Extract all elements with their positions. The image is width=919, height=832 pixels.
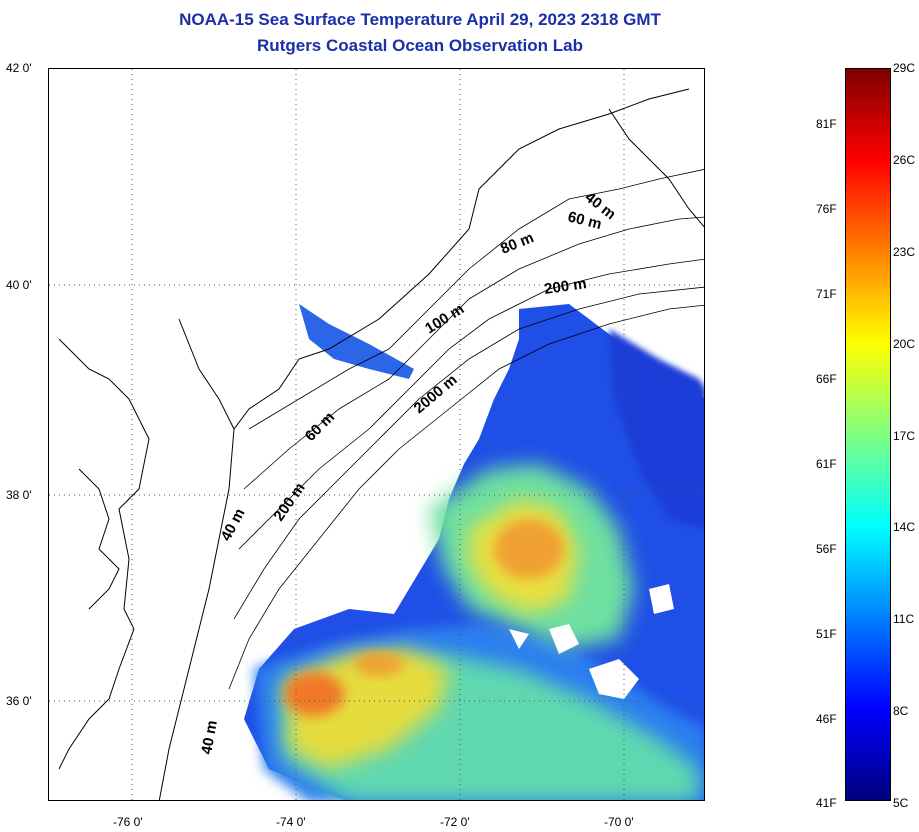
sst-nearshore-plume (299, 304, 414, 379)
colorbar-label-14c: 14C (893, 520, 916, 534)
depth-label-80m: 80 m (498, 229, 536, 258)
depth-label-2000m: 2000 m (411, 371, 461, 417)
depth-label-200m-north: 200 m (543, 275, 587, 298)
lon-label-70: -70 0' (604, 815, 634, 829)
lon-label-74: -74 0' (276, 815, 306, 829)
lat-label-38: 38 0' (6, 488, 32, 502)
colorbar-label-11c: 11C (893, 612, 915, 626)
colorbar-label-51f: 51F (816, 627, 837, 641)
map-title: NOAA-15 Sea Surface Temperature April 29… (179, 10, 661, 29)
lon-label-76: -76 0' (113, 815, 143, 829)
colorbar-label-8c: 8C (893, 704, 909, 718)
temperature-colorbar (845, 68, 891, 801)
map-canvas: 40 m 60 m 80 m 200 m 100 m 2000 m 60 m 2… (49, 69, 704, 800)
lat-lon-grid (49, 69, 704, 800)
colorbar-label-46f: 46F (816, 712, 837, 726)
colorbar-label-81f: 81F (816, 117, 837, 131)
lon-label-72: -72 0' (440, 815, 470, 829)
sst-map: 40 m 60 m 80 m 200 m 100 m 2000 m 60 m 2… (48, 68, 705, 801)
colorbar-label-17c: 17C (893, 429, 916, 443)
coastline (58, 88, 704, 800)
sst-blue-east (609, 329, 704, 529)
colorbar-label-5c: 5C (893, 796, 909, 810)
sst-raster (244, 304, 704, 800)
colorbar-label-71f: 71F (816, 287, 837, 301)
sst-warm-spot-south (354, 652, 404, 676)
depth-label-100m: 100 m (422, 300, 467, 337)
colorbar-label-41f: 41F (816, 796, 837, 810)
colorbar-label-56f: 56F (816, 542, 837, 556)
sst-warm-core-north (494, 519, 564, 579)
colorbar-label-61f: 61F (816, 457, 837, 471)
colorbar-label-20c: 20C (893, 337, 916, 351)
colorbar-label-26c: 26C (893, 153, 916, 167)
colorbar-label-23c: 23C (893, 245, 916, 259)
map-subtitle: Rutgers Coastal Ocean Observation Lab (257, 36, 583, 55)
lat-label-42: 42 0' (6, 61, 32, 75)
colorbar-label-76f: 76F (816, 202, 837, 216)
lat-label-40: 40 0' (6, 278, 32, 292)
colorbar-label-29c: 29C (893, 61, 916, 75)
depth-label-200m-south: 200 m (270, 480, 308, 525)
lat-label-36: 36 0' (6, 694, 32, 708)
bathymetry-contours (228, 169, 704, 690)
sst-cloud-gaps (509, 584, 674, 699)
depth-label-40m-south: 40 m (198, 719, 221, 756)
colorbar-label-66f: 66F (816, 372, 837, 386)
sst-warm-core-south (284, 672, 344, 716)
